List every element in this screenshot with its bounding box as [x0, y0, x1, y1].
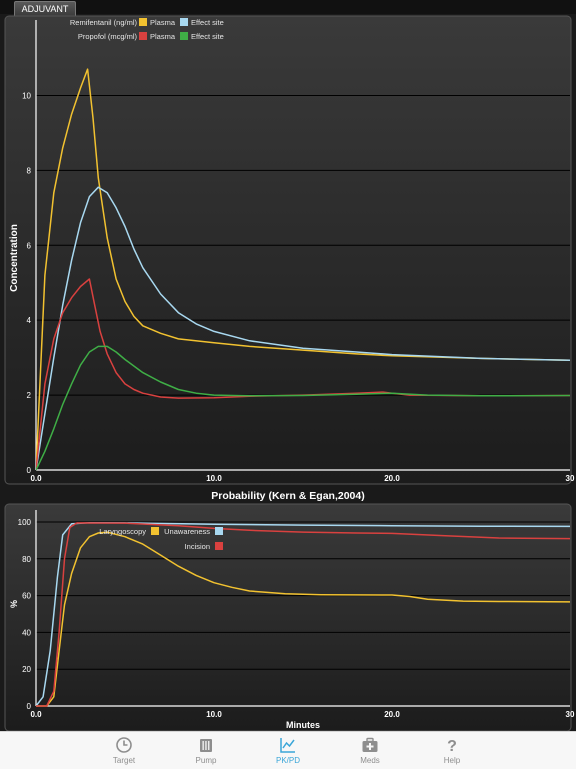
legend-laryngoscopy-label: Laryngoscopy — [99, 527, 146, 536]
concentration-y-tick-label: 8 — [27, 166, 32, 175]
probability-series-incision — [36, 522, 570, 707]
svg-text:?: ? — [447, 738, 457, 754]
probability-chart: Probability (Kern & Egan,2004) 0 20 40 60 80… — [4, 490, 575, 731]
concentration-chart-panel — [4, 15, 572, 485]
probability-x-tick-label: 20.0 — [384, 710, 400, 719]
concentration-legend: Remifentanil (ng/ml) Plasma Effect site … — [70, 18, 224, 41]
tab-help-label: Help — [443, 756, 461, 765]
legend-propofol-effect-label: Effect site — [191, 32, 224, 41]
pump-icon — [200, 739, 212, 752]
concentration-x-tick-label: 30 — [566, 474, 575, 483]
tab-meds-label: Meds — [360, 756, 380, 765]
probability-x-axis-label: Minutes — [286, 720, 320, 730]
question-icon: ? — [447, 738, 457, 754]
probability-series-laryngoscopy — [36, 531, 570, 707]
line-chart-icon — [280, 738, 295, 753]
probability-y-axis-label: % — [9, 600, 19, 608]
concentration-series — [36, 68, 570, 471]
legend-remifentanil-effect-swatch — [180, 18, 188, 26]
concentration-series-propofol-mcg-ml-effect-site — [36, 345, 570, 471]
concentration-series-propofol-mcg-ml-plasma — [36, 278, 570, 471]
legend-propofol-plasma-label: Plasma — [150, 32, 176, 41]
tab-pump[interactable]: Pump — [165, 732, 247, 769]
legend-unawareness-swatch — [215, 527, 223, 535]
concentration-y-tick-label: 10 — [22, 91, 31, 100]
probability-gridlines — [36, 521, 570, 670]
legend-laryngoscopy-swatch — [151, 527, 159, 535]
concentration-series-remifentanil-ng-ml-effect-site — [36, 186, 570, 471]
concentration-y-tick-label: 6 — [27, 241, 32, 250]
probability-axes — [35, 510, 570, 707]
tab-target[interactable]: Target — [83, 732, 165, 769]
probability-chart-panel — [4, 503, 572, 731]
concentration-y-axis-label: Concentration — [9, 224, 20, 292]
probability-legend: Laryngoscopy Unawareness Incision — [99, 527, 223, 551]
probability-chart-title: Probability (Kern & Egan,2004) — [211, 490, 364, 502]
legend-incision-swatch — [215, 542, 223, 550]
legend-incision-label: Incision — [185, 542, 210, 551]
tab-pkpd-label: PK/PD — [275, 756, 300, 765]
medkit-icon — [362, 737, 378, 752]
bottom-tab-bar: Target Pump PK/PD Meds ? Help — [0, 731, 576, 769]
legend-remifentanil-effect-label: Effect site — [191, 18, 224, 27]
legend-remifentanil-plasma-label: Plasma — [150, 18, 176, 27]
tab-pump-label: Pump — [195, 756, 217, 765]
legend-unawareness-label: Unawareness — [164, 527, 210, 536]
concentration-axes — [35, 20, 570, 471]
legend-propofol-label: Propofol (mcg/ml) — [78, 32, 138, 41]
concentration-x-tick-label: 0.0 — [30, 474, 42, 483]
probability-y-tick-label: 80 — [22, 555, 31, 564]
clock-icon — [116, 737, 132, 753]
concentration-y-tick-label: 0 — [27, 466, 32, 475]
probability-y-tick-label: 60 — [22, 592, 31, 601]
concentration-y-tick-label: 2 — [27, 391, 32, 400]
legend-remifentanil-plasma-swatch — [139, 18, 147, 26]
probability-x-tick-label: 10.0 — [206, 710, 222, 719]
adjuvant-tab[interactable]: ADJUVANT — [14, 1, 76, 16]
legend-remifentanil-label: Remifentanil (ng/ml) — [70, 18, 138, 27]
probability-y-tick-label: 20 — [22, 665, 31, 674]
concentration-x-tick-label: 10.0 — [206, 474, 222, 483]
probability-x-tick-label: 0.0 — [30, 710, 42, 719]
probability-y-tick-label: 100 — [18, 518, 32, 527]
concentration-x-tick-label: 20.0 — [384, 474, 400, 483]
concentration-tick-labels: 0 2 4 6 8 10 0.0 10.0 20.0 30 — [22, 91, 575, 483]
legend-propofol-plasma-swatch — [139, 32, 147, 40]
tab-help[interactable]: ? Help — [411, 732, 493, 769]
probability-y-tick-label: 40 — [22, 628, 31, 637]
tab-target-label: Target — [112, 756, 136, 765]
tab-meds[interactable]: Meds — [329, 732, 411, 769]
legend-propofol-effect-swatch — [180, 32, 188, 40]
tab-pkpd[interactable]: PK/PD — [247, 732, 329, 769]
probability-x-tick-label: 30 — [566, 710, 575, 719]
concentration-y-tick-label: 4 — [27, 316, 32, 325]
concentration-chart: 0 2 4 6 8 10 0.0 10.0 20.0 30 Concentration Remif… — [4, 15, 575, 485]
adjuvant-tab-strip — [0, 0, 576, 14]
concentration-series-remifentanil-ng-ml-plasma — [36, 68, 570, 471]
probability-tick-labels: 0 20 40 60 80 100 0.0 10.0 20.0 30 — [18, 518, 575, 719]
probability-y-tick-label: 0 — [27, 702, 32, 711]
probability-series — [36, 521, 570, 707]
